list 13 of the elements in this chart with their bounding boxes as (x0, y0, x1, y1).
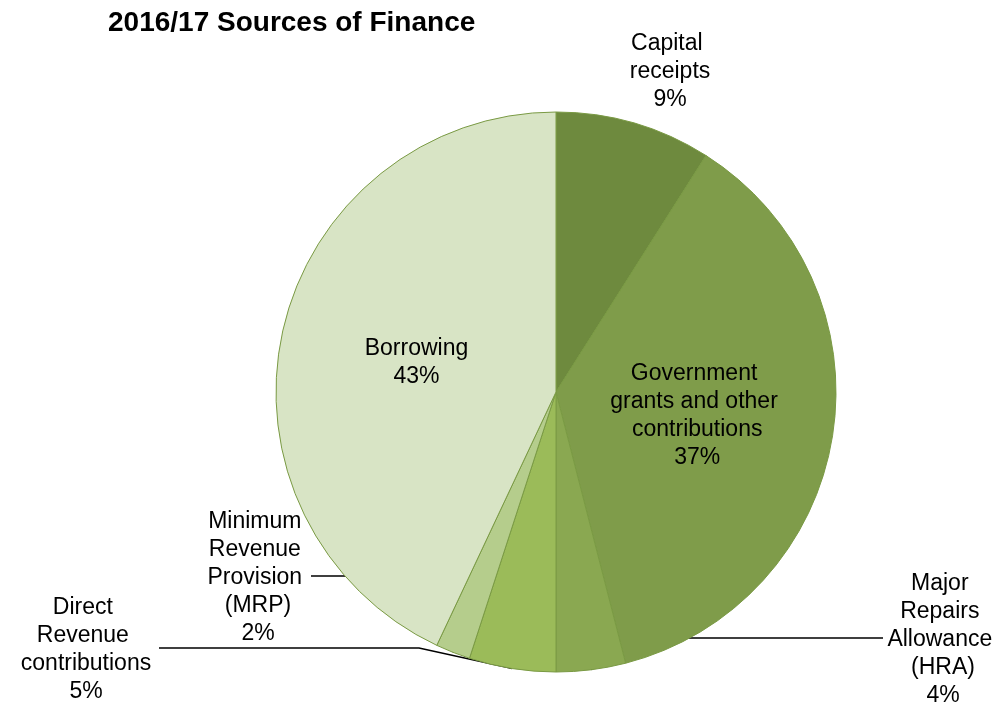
data-label: 4% (926, 681, 960, 707)
data-label: 5% (69, 677, 103, 703)
slice-label: Minimum Revenue Provision (MRP) (207, 507, 309, 617)
slice-label: Government grants and other contributions (610, 359, 785, 442)
data-label: 37% (674, 443, 721, 470)
data-label: 43% (393, 361, 440, 388)
data-label: 2% (241, 619, 275, 645)
slice-label: Capital receipts (629, 29, 711, 83)
slice-label: Borrowing (364, 333, 469, 360)
data-label: 9% (653, 85, 687, 111)
chart-title: 2016/17 Sources of Finance (108, 5, 476, 37)
slice-label: Major Repairs Allowance (HRA) (887, 569, 999, 679)
slice-label: Direct Revenue contributions (20, 593, 152, 675)
